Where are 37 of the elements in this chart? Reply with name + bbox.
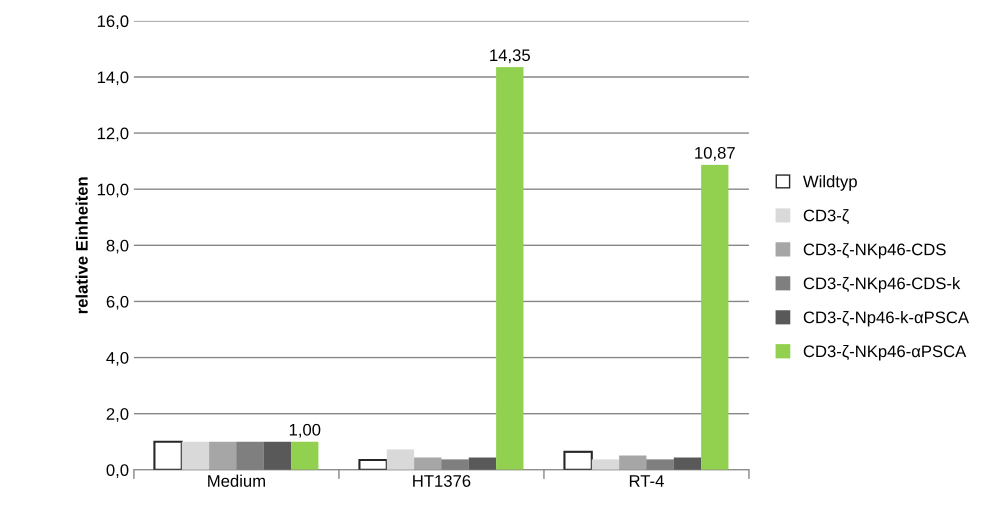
bar [674, 457, 702, 470]
y-tick-label: 6,0 [106, 296, 128, 310]
legend-label: CD3-ζ [804, 209, 849, 224]
bar [264, 442, 292, 470]
bar [563, 450, 593, 470]
x-tick-label: RT-4 [630, 475, 664, 487]
bar [619, 455, 646, 470]
y-tick-label: 12,0 [98, 128, 128, 142]
bar [182, 442, 210, 470]
bar [209, 442, 236, 470]
legend-label: CD3-ζ-Np46-k-αPSCA [804, 311, 969, 327]
y-tick-label: 14,0 [98, 71, 128, 86]
data-label: 14,35 [490, 49, 530, 64]
bar [414, 457, 442, 470]
y-tick-label: 10,0 [98, 184, 128, 198]
data-label: 10,87 [695, 146, 735, 161]
x-tick-label: Medium [208, 474, 265, 487]
bar [291, 442, 318, 470]
y-tick-label: 4,0 [106, 352, 128, 366]
legend-label: CD3-ζ-NKp46-CDS-k [804, 277, 960, 293]
y-tick-label: 2,0 [106, 408, 128, 422]
bar [386, 449, 414, 470]
y-tick-label: 16,0 [98, 15, 128, 30]
y-tick-label: 0,0 [106, 464, 128, 478]
legend-label: CD3-ζ-NKp46-CDS [804, 243, 946, 259]
bar [468, 457, 496, 470]
bar [701, 164, 728, 470]
bar [496, 67, 524, 470]
bar [592, 459, 620, 470]
bar [358, 458, 388, 470]
legend-label: CD3-ζ-NKp46-αPSCA [804, 344, 966, 360]
legend-label: Wildtyp [803, 175, 857, 191]
y-tick-label: 8,0 [106, 240, 128, 254]
y-axis-title: relative Einheiten [76, 177, 88, 314]
data-label: 1,00 [290, 424, 320, 438]
x-tick-label: HT1376 [413, 475, 470, 487]
bar [153, 440, 183, 470]
